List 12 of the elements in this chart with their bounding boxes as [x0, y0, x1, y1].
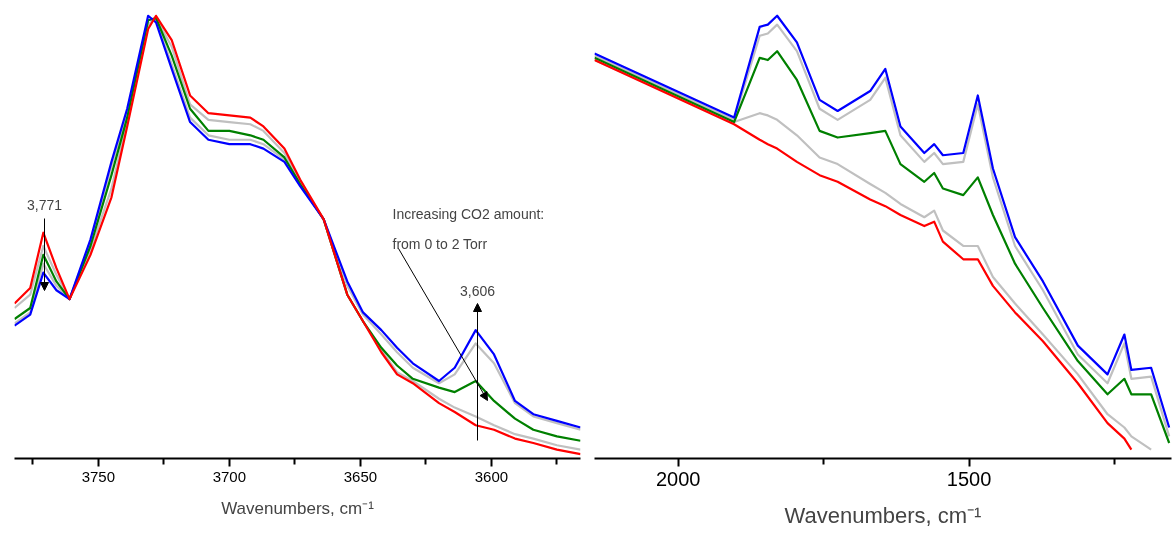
annotation: 3,771 [26, 196, 63, 213]
x-axis-title: Wavenumbers, cm⁻¹ [221, 498, 375, 518]
x-tick-label: 3750 [81, 467, 116, 485]
annotation: 3,606 [459, 282, 496, 299]
x-tick-label: 1500 [946, 467, 992, 490]
x-tick-label: 3600 [474, 467, 509, 485]
x-axis-title: Wavenumbers, cm⁻¹ [784, 502, 982, 528]
x-tick-label: 3700 [212, 467, 247, 485]
x-tick-label: 2000 [656, 467, 701, 490]
annotation: from 0 to 2 Torr [392, 235, 488, 252]
annotation: Increasing CO2 amount: [392, 205, 545, 222]
x-tick-label: 3650 [343, 467, 378, 485]
